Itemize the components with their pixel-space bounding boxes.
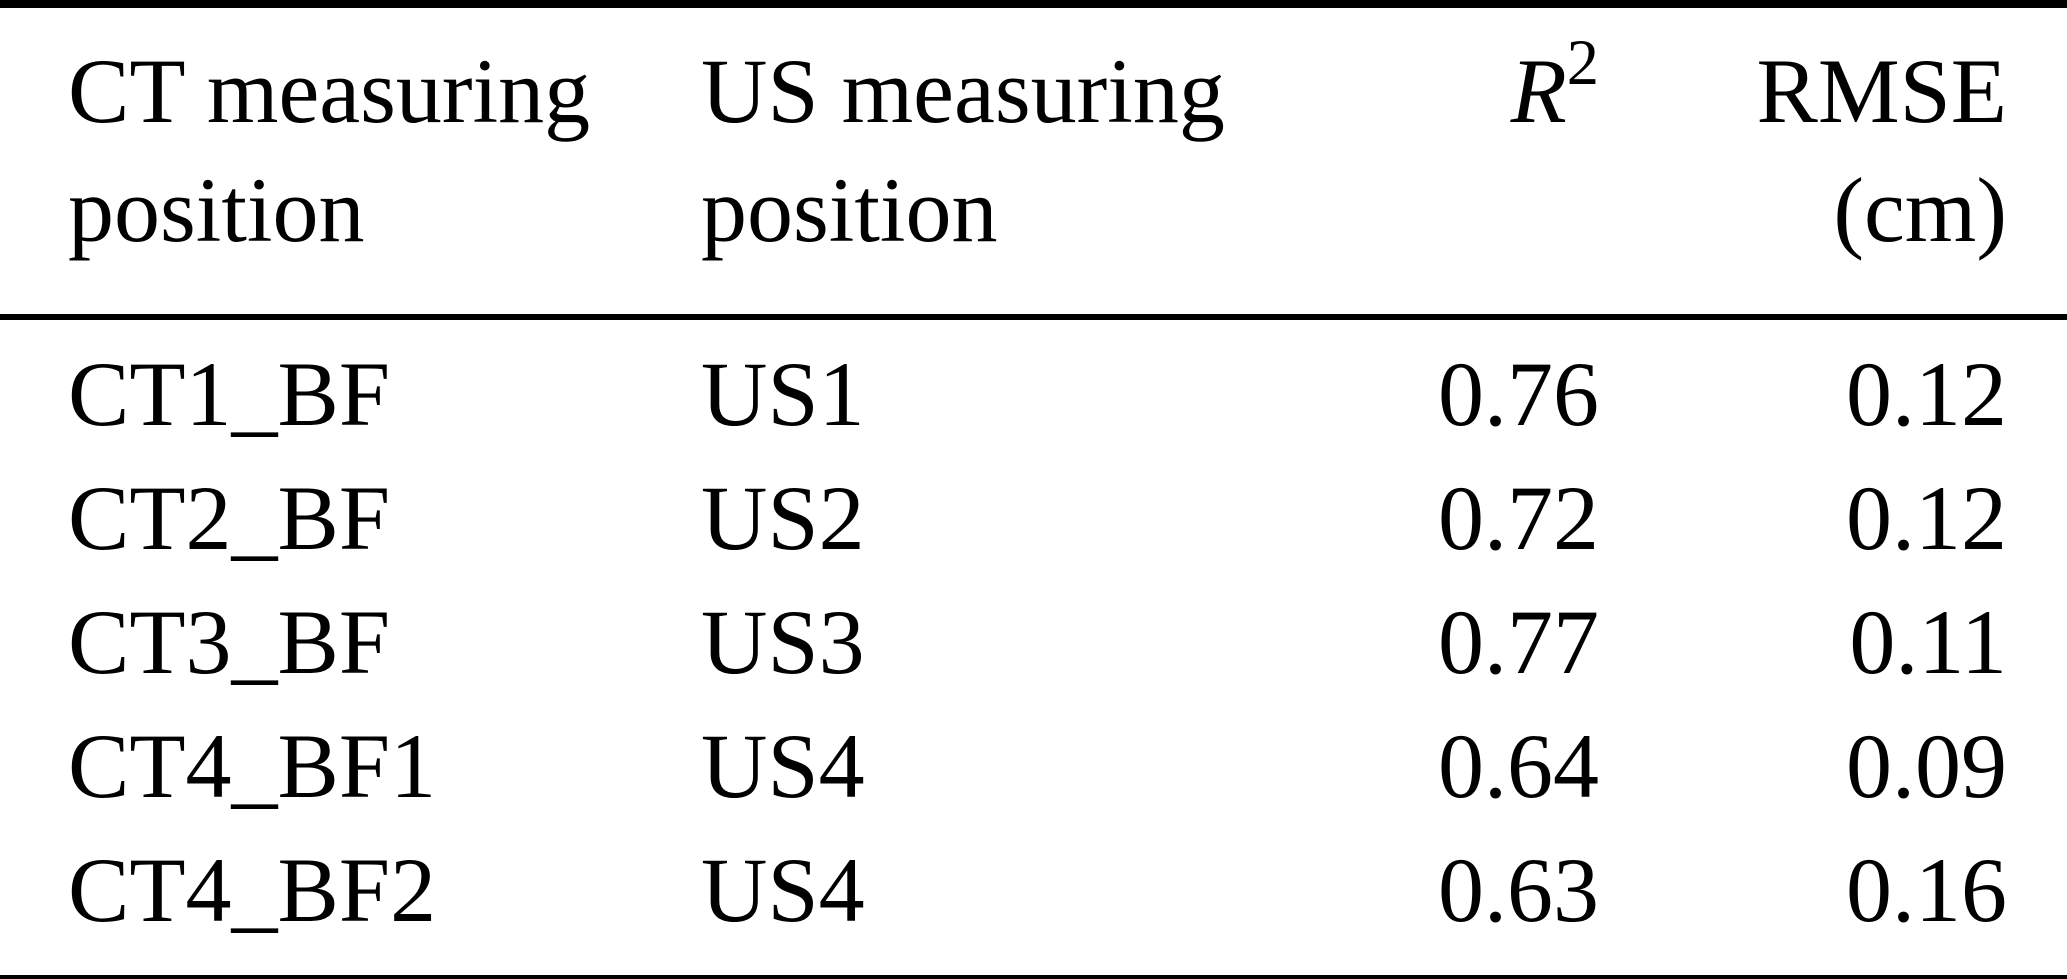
table-row: CT4_BF1 US4 0.64 0.09 bbox=[0, 704, 2067, 828]
table-row: CT2_BF US2 0.72 0.12 bbox=[0, 456, 2067, 580]
cell-r2-value: 0.76 bbox=[1438, 343, 1599, 445]
column-header-rmse: RMSE (cm) bbox=[1600, 4, 2067, 320]
cell-us-position: US2 bbox=[701, 467, 865, 569]
cell-rmse-value: 0.11 bbox=[1849, 591, 2007, 693]
column-header-us: US measuring position bbox=[700, 4, 1260, 320]
table-row: CT1_BF US1 0.76 0.12 bbox=[0, 317, 2067, 456]
cell-rmse-value: 0.12 bbox=[1846, 343, 2007, 445]
cell-ct-position: CT4_BF2 bbox=[68, 839, 437, 941]
cell-rmse-value: 0.12 bbox=[1846, 467, 2007, 569]
cell-us-position: US4 bbox=[701, 715, 865, 817]
column-header-ct-line2: position bbox=[68, 159, 365, 261]
cell-rmse-value: 0.09 bbox=[1846, 715, 2007, 817]
column-header-us-line2: position bbox=[701, 159, 998, 261]
cell-rmse-value: 0.16 bbox=[1846, 839, 2007, 941]
r-symbol: R bbox=[1510, 40, 1567, 142]
cell-ct-position: CT2_BF bbox=[68, 467, 391, 569]
column-header-us-line1: US measuring bbox=[701, 40, 1225, 142]
cell-r2-value: 0.64 bbox=[1438, 715, 1599, 817]
table-row: CT3_BF US3 0.77 0.11 bbox=[0, 580, 2067, 704]
column-header-r2: R2 bbox=[1260, 4, 1600, 320]
cell-r2-value: 0.77 bbox=[1438, 591, 1599, 693]
column-header-ct-line1: CT measuring bbox=[68, 40, 591, 142]
column-header-rmse-line1: RMSE bbox=[1756, 40, 2007, 142]
cell-ct-position: CT4_BF1 bbox=[68, 715, 437, 817]
cell-ct-position: CT1_BF bbox=[68, 343, 391, 445]
header-row: CT measuring position US measuring posit… bbox=[0, 4, 2067, 320]
column-header-ct: CT measuring position bbox=[0, 4, 700, 320]
cell-r2-value: 0.63 bbox=[1438, 839, 1599, 941]
cell-ct-position: CT3_BF bbox=[68, 591, 391, 693]
column-header-rmse-line2: (cm) bbox=[1833, 159, 2007, 261]
cell-us-position: US1 bbox=[701, 343, 865, 445]
cell-us-position: US4 bbox=[701, 839, 865, 941]
r2-superscript: 2 bbox=[1566, 27, 1599, 98]
table-row: CT4_BF2 US4 0.63 0.16 bbox=[0, 828, 2067, 979]
cell-us-position: US3 bbox=[701, 591, 865, 693]
cell-r2-value: 0.72 bbox=[1438, 467, 1599, 569]
